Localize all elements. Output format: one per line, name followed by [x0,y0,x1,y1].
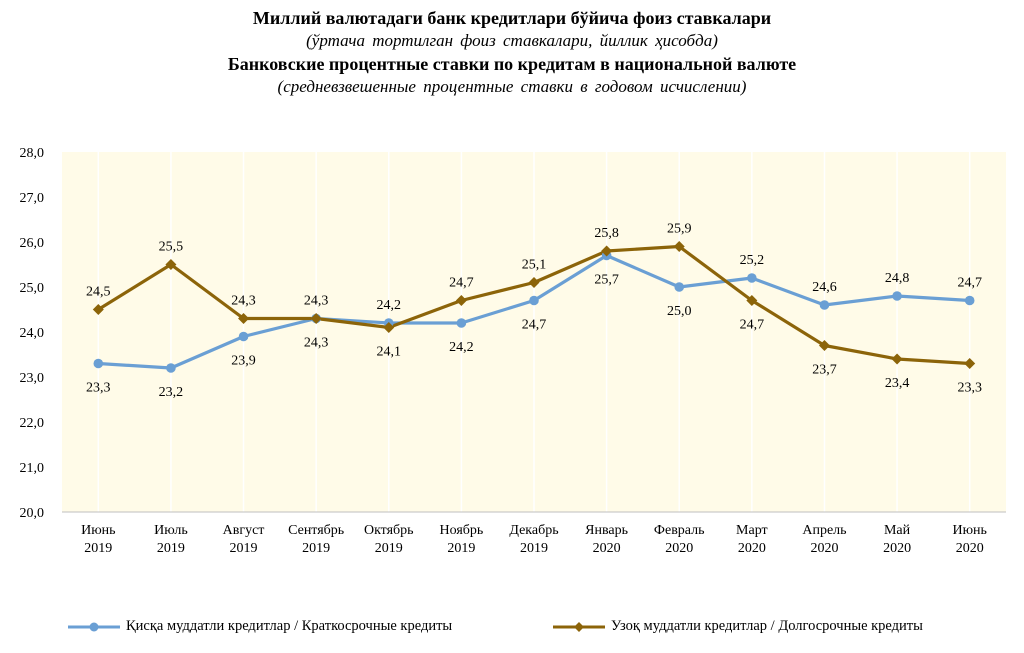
data-point-long-term [455,295,467,306]
x-tick-label: Февраль 2020 [654,523,705,556]
x-tick-label: Ноябрь 2019 [439,523,483,556]
data-label-short-term: 24,8 [885,271,910,286]
legend-label-short-term: Қисқа муддатли кредитлар / Краткосрочные… [126,618,453,634]
data-label-short-term: 23,2 [159,385,184,400]
data-label-short-term: 24,7 [957,276,982,291]
y-tick-label: 28,0 [20,146,45,161]
data-label-long-term: 24,7 [449,276,474,291]
data-label-long-term: 23,3 [957,381,982,396]
data-point-short-term [819,300,830,310]
data-label-short-term: 24,6 [812,280,837,295]
x-tick-label: Июль 2019 [154,523,188,556]
data-point-long-term [891,353,903,365]
data-label-long-term: 24,1 [377,345,402,360]
data-point-short-term [93,358,104,369]
x-tick-label: Сентябрь 2019 [288,523,344,556]
data-label-long-term: 25,1 [522,258,547,273]
data-point-long-term [310,313,322,324]
y-tick-label: 25,0 [20,281,45,296]
legend-item-long-term: Узоқ муддатли кредитлар / Долгосрочные к… [553,618,923,635]
data-point-long-term [238,313,250,324]
chart-subtitle-uz: (ўртача тортилган фоиз ставкалари, йилли… [306,31,718,50]
data-point-long-term [673,241,685,252]
y-tick-label: 24,0 [20,326,45,341]
data-point-short-term [674,282,685,292]
x-tick-label: Август 2019 [223,523,265,556]
data-label-long-term: 25,8 [594,226,619,241]
x-tick-label: Январь 2020 [585,523,628,556]
y-tick-label: 22,0 [20,416,45,431]
chart-title-ru: Банковские процентные ставки по кредитам… [227,54,797,74]
data-point-short-term [964,295,975,306]
data-label-short-term: 24,7 [522,318,547,333]
legend-label-long-term: Узоқ муддатли кредитлар / Долгосрочные к… [611,618,923,634]
data-point-short-term [747,273,757,283]
data-label-long-term: 25,9 [667,222,692,237]
x-tick-label: Апрель 2020 [802,523,846,556]
data-label-short-term: 23,9 [231,354,256,369]
x-tick-label: Июнь 2019 [81,523,115,556]
data-point-long-term [746,295,758,306]
chart-subtitle-ru: (средневзвешенные процентные ставки в го… [277,77,747,96]
data-label-long-term: 23,4 [885,376,910,391]
y-tick-label: 27,0 [20,191,45,206]
data-label-short-term: 23,3 [86,381,111,396]
data-point-short-term [456,318,467,328]
data-point-long-term [601,245,613,257]
data-label-short-term: 24,3 [304,336,329,351]
y-tick-label: 20,0 [20,506,45,521]
data-label-long-term: 25,5 [159,240,184,255]
legend-swatch-long-term [553,621,605,632]
data-label-long-term: 24,3 [231,294,256,309]
data-label-long-term: 24,7 [740,318,765,333]
y-tick-label: 26,0 [20,236,45,251]
data-point-long-term [528,277,540,288]
x-tick-label: Июнь 2020 [952,523,986,556]
data-point-short-term [892,291,902,301]
x-tick-label: Май 2020 [883,523,911,556]
legend-swatch-short-term [68,622,120,631]
data-point-short-term [166,363,176,373]
data-point-long-term [964,358,976,369]
data-point-long-term [818,340,830,351]
data-label-long-term: 24,5 [86,285,111,300]
data-label-long-term: 23,7 [812,363,837,378]
data-label-short-term: 24,2 [377,298,402,313]
x-tick-label: Декабрь 2019 [509,523,558,556]
legend-item-short-term: Қисқа муддатли кредитлар / Краткосрочные… [68,618,452,635]
y-tick-label: 21,0 [20,461,45,476]
data-point-long-term [92,304,104,315]
data-point-long-term [383,322,395,333]
data-point-short-term [238,331,249,342]
data-label-short-term: 24,2 [449,340,474,355]
y-tick-label: 23,0 [20,371,45,386]
chart-titles: Миллий валютадаги банк кредитлари бўйича… [0,6,1024,98]
data-point-long-term [165,259,177,270]
chart-title-uz: Миллий валютадаги банк кредитлари бўйича… [252,8,772,28]
data-label-short-term: 25,0 [667,304,692,319]
x-tick-label: Март 2020 [736,523,768,556]
x-tick-label: Октябрь 2019 [364,523,414,556]
data-label-short-term: 25,2 [740,253,765,268]
data-point-short-term [529,295,539,306]
data-label-long-term: 24,3 [304,294,329,309]
data-label-short-term: 25,7 [594,273,619,288]
